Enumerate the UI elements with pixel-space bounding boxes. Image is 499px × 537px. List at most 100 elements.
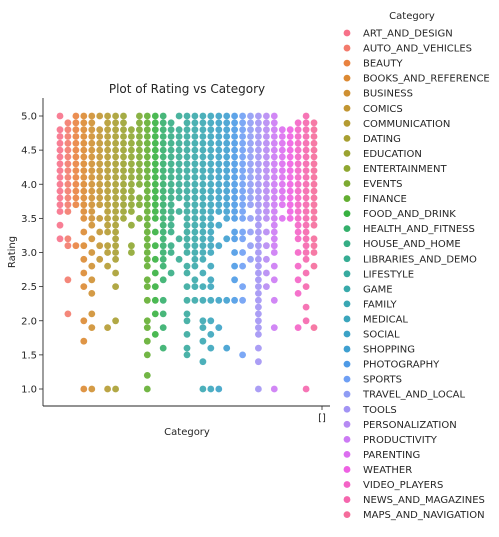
- data-point: [175, 139, 183, 147]
- legend-marker: [343, 29, 351, 37]
- data-point: [223, 187, 231, 195]
- legend-label: LIFESTYLE: [363, 269, 414, 280]
- data-point: [136, 112, 143, 120]
- data-point: [136, 153, 143, 161]
- data-point: [167, 133, 175, 140]
- data-point: [96, 194, 104, 202]
- data-point: [286, 133, 294, 140]
- data-point: [191, 228, 199, 236]
- data-point: [88, 208, 96, 215]
- data-point: [127, 208, 135, 215]
- data-point: [302, 201, 310, 209]
- data-point: [88, 180, 96, 188]
- data-point: [112, 221, 119, 229]
- data-point: [255, 242, 262, 250]
- data-point: [96, 201, 104, 209]
- data-point: [215, 324, 223, 331]
- data-point: [270, 276, 278, 284]
- data-point: [112, 235, 119, 243]
- legend-marker: [343, 119, 351, 127]
- data-point: [231, 119, 239, 127]
- data-point: [247, 228, 254, 236]
- data-point: [167, 201, 175, 209]
- legend-label: PERSONALIZATION: [363, 420, 457, 431]
- data-point: [72, 133, 80, 140]
- data-point: [215, 160, 223, 168]
- data-point: [88, 290, 96, 297]
- data-point: [159, 126, 167, 134]
- data-point: [255, 180, 262, 188]
- data-point: [56, 160, 64, 168]
- data-point: [199, 174, 207, 181]
- data-point: [199, 167, 207, 175]
- data-point: [223, 119, 231, 127]
- data-point: [286, 187, 294, 195]
- data-point: [199, 228, 207, 236]
- data-point: [120, 112, 127, 120]
- data-point: [278, 187, 286, 195]
- data-point: [183, 126, 191, 134]
- data-point: [199, 146, 207, 154]
- data-point: [159, 262, 167, 270]
- data-point: [207, 249, 215, 256]
- data-point: [231, 112, 239, 120]
- data-point: [127, 139, 135, 147]
- data-point: [199, 153, 207, 161]
- data-point: [80, 194, 88, 202]
- data-point: [88, 153, 96, 161]
- data-point: [159, 112, 167, 120]
- data-point: [127, 187, 135, 195]
- data-point: [255, 194, 262, 202]
- data-point: [231, 249, 239, 256]
- data-point: [191, 133, 199, 140]
- data-point: [310, 119, 318, 127]
- data-point: [104, 194, 111, 202]
- data-point: [302, 303, 310, 311]
- data-point: [199, 324, 207, 331]
- data-point: [159, 310, 167, 318]
- data-point: [207, 221, 215, 229]
- data-point: [199, 160, 207, 168]
- data-point: [286, 174, 294, 181]
- data-point: [231, 126, 239, 134]
- data-point: [207, 153, 215, 161]
- data-point: [207, 215, 215, 222]
- data-point: [199, 358, 207, 366]
- data-point: [143, 119, 151, 127]
- data-point: [64, 276, 72, 284]
- data-point: [183, 119, 191, 127]
- data-point: [56, 126, 64, 134]
- data-point: [310, 324, 318, 331]
- data-point: [175, 194, 183, 202]
- legend-marker: [343, 74, 351, 82]
- data-point: [302, 160, 310, 168]
- legend-marker: [343, 466, 351, 473]
- data-point: [167, 139, 175, 147]
- data-point: [191, 249, 199, 256]
- data-point: [278, 194, 286, 202]
- data-point: [231, 235, 239, 243]
- data-point: [143, 235, 151, 243]
- data-point: [231, 160, 239, 168]
- data-point: [231, 153, 239, 161]
- data-point: [223, 160, 231, 168]
- data-point: [310, 249, 318, 256]
- data-point: [270, 126, 278, 134]
- data-point: [239, 201, 247, 209]
- data-point: [175, 235, 183, 243]
- data-point: [120, 153, 127, 161]
- data-point: [247, 255, 254, 263]
- data-point: [215, 112, 223, 120]
- data-point: [263, 112, 270, 120]
- data-point: [96, 126, 104, 134]
- data-point: [183, 262, 191, 270]
- data-point: [263, 180, 270, 188]
- data-point: [80, 337, 88, 345]
- data-point: [255, 324, 262, 331]
- data-point: [207, 167, 215, 175]
- data-point: [270, 262, 278, 270]
- legend-label: PRODUCTIVITY: [363, 435, 438, 446]
- data-point: [88, 194, 96, 202]
- data-point: [247, 215, 254, 222]
- data-point: [310, 139, 318, 147]
